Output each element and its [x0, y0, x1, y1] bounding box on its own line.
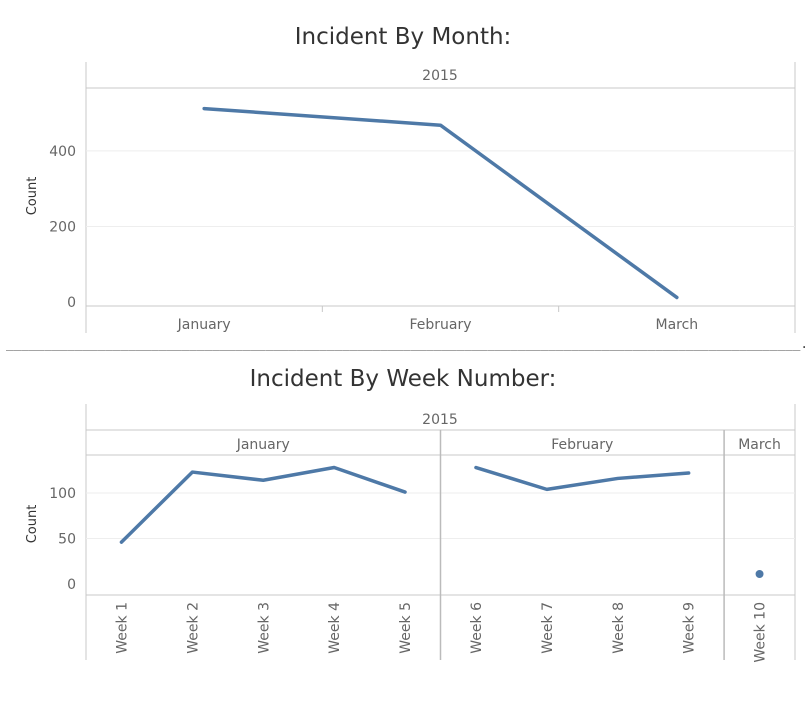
week-y-tick-label: 0 — [67, 577, 76, 593]
week-month-header: January — [236, 437, 290, 453]
week-x-tick-label: Week 5 — [398, 602, 414, 654]
week-y-tick-label: 100 — [49, 486, 76, 502]
week-series-line-january — [119, 465, 407, 544]
chart-month: Incident By Month: 2015 Count 0 200 400 Ja… — [25, 24, 796, 333]
month-y-axis-label: Count — [25, 177, 40, 216]
week-x-tick-label: Week 4 — [327, 602, 343, 654]
chart-week-title: Incident By Week Number: — [250, 366, 557, 392]
month-y-tick-label: 0 — [67, 295, 76, 311]
week-x-tick-label: Week 8 — [611, 602, 627, 654]
month-x-tick-label: March — [655, 317, 698, 333]
week-year-header: 2015 — [422, 412, 458, 428]
month-x-tick-label: February — [409, 317, 471, 333]
week-x-tick-label: Week 3 — [256, 602, 272, 654]
week-series-point-march — [755, 569, 764, 578]
week-x-tick-label: Week 2 — [185, 602, 201, 654]
month-y-tick-label: 200 — [49, 219, 76, 235]
week-x-tick-label: Week 9 — [682, 602, 698, 654]
month-year-header: 2015 — [422, 68, 458, 84]
chart-separator: ________________________________________… — [6, 337, 808, 351]
chart-week: Incident By Week Number: 2015 Count 0 50 1… — [25, 366, 796, 663]
week-x-tick-label: Week 6 — [469, 602, 485, 654]
week-y-tick-label: 50 — [58, 532, 76, 548]
month-series-line — [202, 106, 679, 300]
chart-month-title: Incident By Month: — [295, 24, 512, 50]
month-y-tick-label: 400 — [49, 144, 76, 160]
week-month-header: February — [551, 437, 613, 453]
week-x-tick-label: Week 1 — [114, 602, 130, 654]
week-y-axis-label: Count — [25, 505, 40, 544]
week-month-header: March — [738, 437, 781, 453]
week-x-tick-label: Week 7 — [540, 602, 556, 654]
week-series-line-february — [474, 465, 691, 492]
week-x-tick-label: Week 10 — [753, 602, 769, 663]
month-x-tick-label: January — [177, 317, 231, 333]
